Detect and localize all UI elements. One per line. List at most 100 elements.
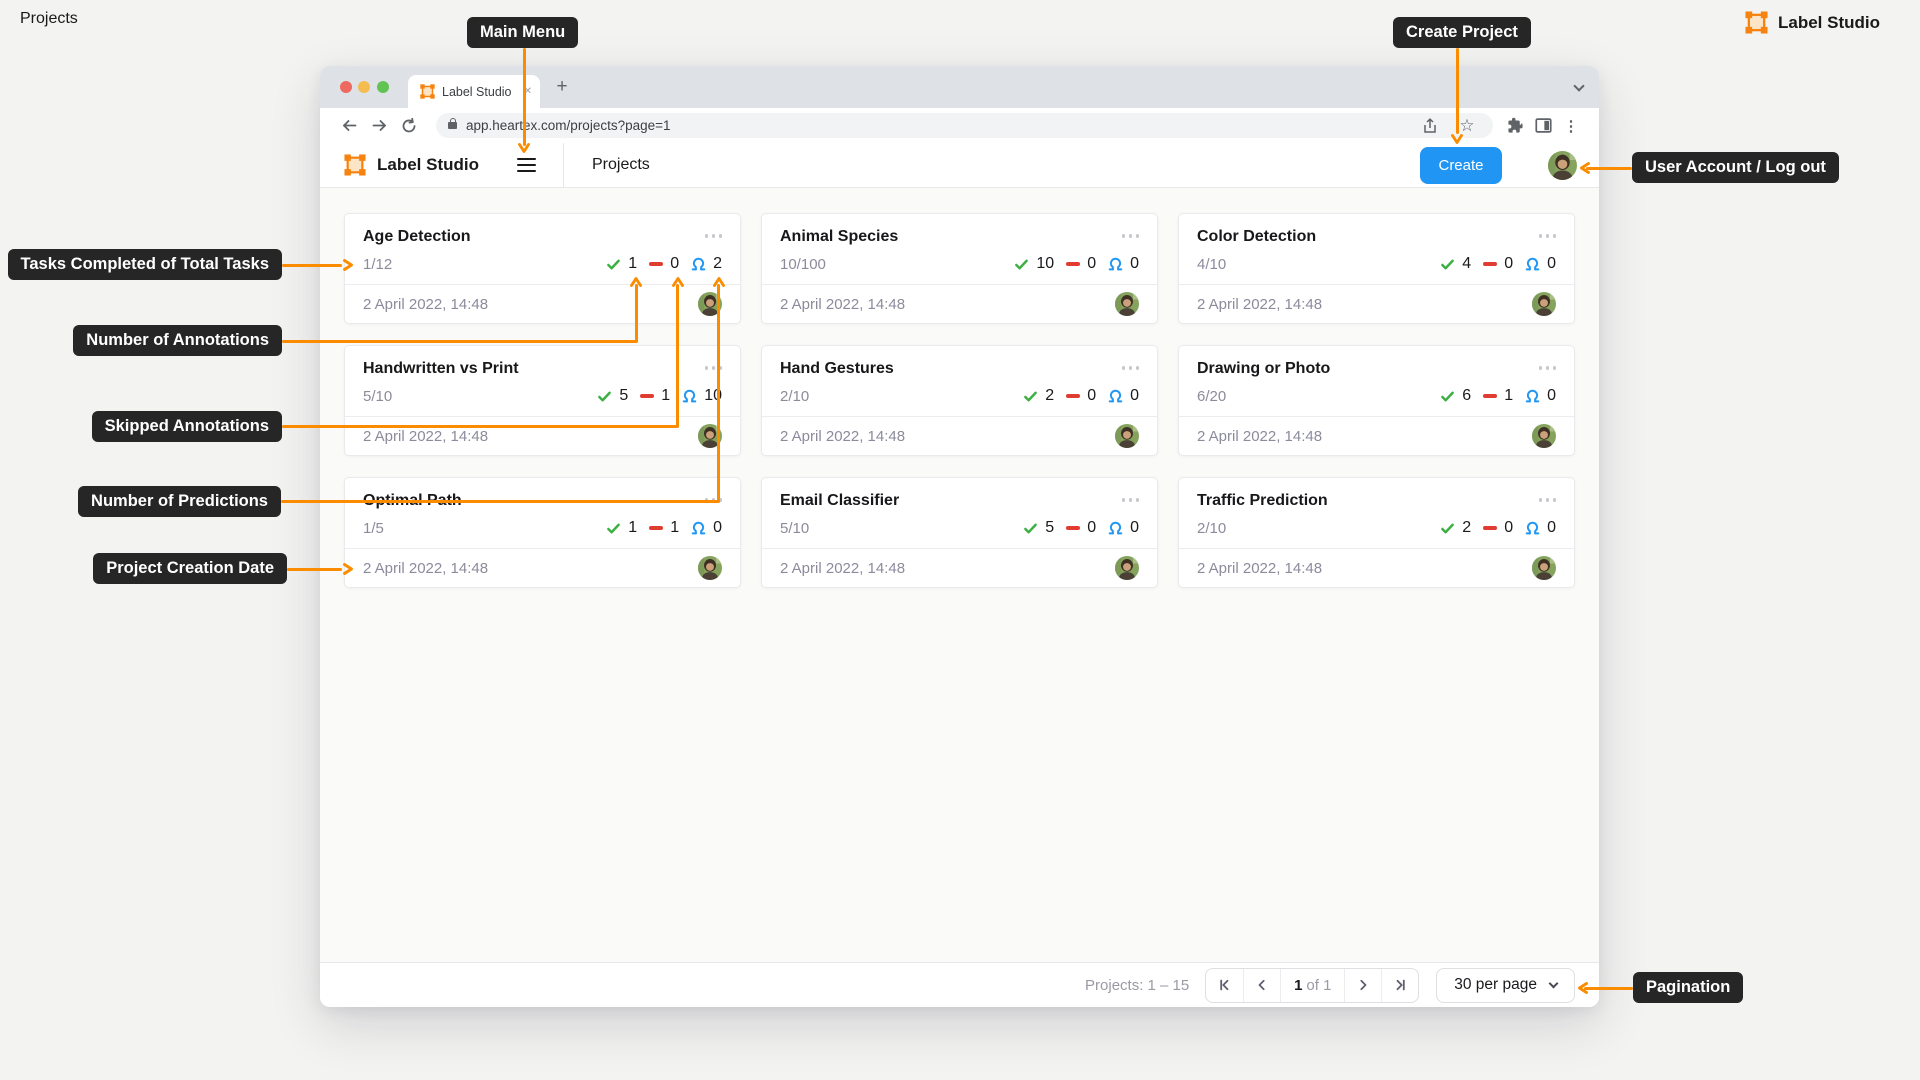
label-studio-logo-icon — [1745, 11, 1768, 34]
project-card[interactable]: Drawing or Photo 6/20 6 1 0 2 April 2022… — [1178, 345, 1575, 456]
card-menu-button[interactable] — [1121, 492, 1139, 502]
app-logo-text: Label Studio — [377, 155, 479, 174]
project-grid: Age Detection 1/12 1 0 2 2 April 2022, 1… — [344, 213, 1575, 588]
annotations-check-icon — [597, 389, 612, 404]
card-menu-button[interactable] — [704, 492, 722, 502]
project-created-date: 2 April 2022, 14:48 — [363, 559, 489, 577]
bookmark-star-icon[interactable]: ☆ — [1459, 115, 1475, 135]
annotations-count: 2 — [1462, 519, 1472, 536]
skipped-icon — [649, 262, 664, 266]
browser-menu-icon[interactable]: ⋮ — [1563, 117, 1579, 135]
project-owner-avatar[interactable] — [1115, 292, 1139, 316]
predictions-count: 0 — [1547, 387, 1556, 404]
user-avatar[interactable] — [1548, 151, 1577, 180]
new-tab-button[interactable]: + — [556, 76, 568, 97]
project-owner-avatar[interactable] — [1115, 424, 1139, 448]
project-card[interactable]: Optimal Path 1/5 1 1 0 2 April 2022, 14:… — [344, 477, 741, 588]
task-progress: 1/12 — [363, 255, 393, 273]
project-card[interactable]: Traffic Prediction 2/10 2 0 0 2 April 20… — [1178, 477, 1575, 588]
sidepanel-icon[interactable] — [1529, 112, 1557, 140]
predictions-bulb-icon — [1108, 257, 1123, 272]
card-menu-button[interactable] — [1538, 492, 1556, 502]
task-progress: 10/100 — [780, 255, 826, 273]
share-icon[interactable] — [1416, 112, 1444, 140]
tab-close-icon[interactable]: ✕ — [523, 86, 532, 97]
project-card[interactable]: Animal Species 10/100 10 0 0 2 April 202… — [761, 213, 1158, 324]
per-page-select[interactable]: 30 per page — [1436, 967, 1575, 1003]
url-text[interactable]: app.heartex.com/projects?page=1 — [466, 118, 671, 133]
annotations-count: 5 — [619, 387, 629, 404]
project-card-body: Email Classifier 5/10 5 0 0 — [762, 478, 1157, 548]
project-created-date: 2 April 2022, 14:48 — [1197, 427, 1323, 445]
arrowhead-user-account — [1580, 162, 1590, 174]
project-owner-avatar[interactable] — [1115, 556, 1139, 580]
page-logo-text: Label Studio — [1778, 12, 1880, 32]
project-card[interactable]: Color Detection 4/10 4 0 0 2 April 2022,… — [1178, 213, 1575, 324]
project-card[interactable]: Email Classifier 5/10 5 0 0 2 April 2022… — [761, 477, 1158, 588]
annotations-check-icon — [606, 521, 621, 536]
next-page-button[interactable] — [1344, 968, 1381, 1002]
project-card[interactable]: Handwritten vs Print 5/10 5 1 10 2 April… — [344, 345, 741, 456]
project-owner-avatar[interactable] — [698, 556, 722, 580]
last-page-button[interactable] — [1381, 968, 1418, 1002]
project-owner-avatar[interactable] — [1532, 292, 1556, 316]
project-title: Drawing or Photo — [1197, 360, 1331, 377]
project-card-body: Drawing or Photo 6/20 6 1 0 — [1179, 346, 1574, 416]
card-menu-button[interactable] — [1121, 228, 1139, 238]
project-card-body: Traffic Prediction 2/10 2 0 0 — [1179, 478, 1574, 548]
callout-annotations: Number of Annotations — [73, 325, 282, 356]
project-card[interactable]: Age Detection 1/12 1 0 2 2 April 2022, 1… — [344, 213, 741, 324]
card-menu-button[interactable] — [1121, 360, 1139, 370]
browser-tab[interactable]: Label Studio ✕ — [408, 75, 540, 108]
card-menu-button[interactable] — [1538, 228, 1556, 238]
project-card[interactable]: Hand Gestures 2/10 2 0 0 2 April 2022, 1… — [761, 345, 1158, 456]
card-menu-button[interactable] — [1538, 360, 1556, 370]
app-page-title: Projects — [592, 156, 650, 173]
project-card-footer: 2 April 2022, 14:48 — [762, 416, 1157, 455]
card-menu-button[interactable] — [704, 228, 722, 238]
skipped-icon — [1066, 526, 1081, 530]
app-logo[interactable]: Label Studio — [344, 154, 479, 176]
annotations-count: 2 — [1045, 387, 1055, 404]
extensions-icon[interactable] — [1501, 112, 1529, 140]
prev-page-button[interactable] — [1243, 968, 1280, 1002]
address-bar[interactable]: app.heartex.com/projects?page=1 ☆ — [436, 113, 1493, 138]
project-title: Traffic Prediction — [1197, 492, 1328, 509]
maximize-window-button[interactable] — [377, 81, 389, 93]
skipped-count: 1 — [661, 387, 671, 404]
project-card-footer: 2 April 2022, 14:48 — [345, 416, 740, 455]
annotations-count: 5 — [1045, 519, 1055, 536]
arrowhead-tasks-completed — [343, 259, 353, 271]
project-created-date: 2 April 2022, 14:48 — [780, 427, 906, 445]
predictions-bulb-icon — [1525, 389, 1540, 404]
back-icon[interactable] — [334, 111, 364, 141]
card-menu-button[interactable] — [704, 360, 722, 370]
skipped-count: 0 — [1504, 519, 1514, 536]
create-project-button[interactable]: Create — [1420, 146, 1502, 184]
main-menu-icon[interactable] — [517, 157, 536, 173]
page-logo: Label Studio — [1745, 11, 1880, 34]
reload-icon[interactable] — [394, 111, 424, 141]
header-divider — [563, 142, 564, 188]
tab-favicon — [420, 84, 435, 99]
project-owner-avatar[interactable] — [1532, 424, 1556, 448]
arrowhead-pagination — [1578, 982, 1588, 994]
project-title: Hand Gestures — [780, 360, 894, 377]
page-of-label: of 1 — [1306, 976, 1332, 994]
annotations-count: 10 — [1036, 255, 1055, 272]
close-window-button[interactable] — [340, 81, 352, 93]
callout-predictions: Number of Predictions — [78, 486, 281, 517]
current-page: 1 — [1294, 976, 1303, 994]
tab-strip-chevron-icon[interactable] — [1573, 80, 1585, 92]
skipped-count: 1 — [1504, 387, 1514, 404]
annotations-count: 6 — [1462, 387, 1472, 404]
predictions-count: 0 — [1547, 519, 1556, 536]
annotations-count: 1 — [628, 519, 638, 536]
callout-skipped: Skipped Annotations — [91, 411, 282, 442]
projects-count-summary: Projects: 1 – 15 — [1085, 976, 1190, 994]
first-page-button[interactable] — [1206, 969, 1243, 1002]
skipped-icon — [1483, 526, 1498, 530]
project-owner-avatar[interactable] — [1532, 556, 1556, 580]
forward-icon[interactable] — [364, 111, 394, 141]
minimize-window-button[interactable] — [358, 81, 370, 93]
